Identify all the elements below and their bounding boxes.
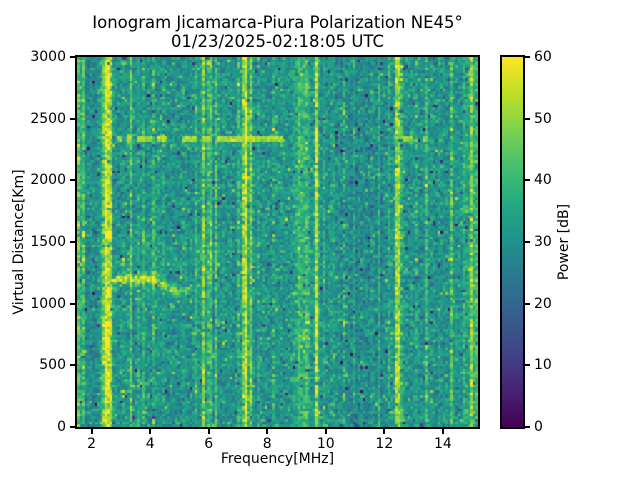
x-tick-mark (90, 429, 93, 434)
y-tick-label: 3000 (30, 49, 66, 65)
colorbar-tick-mark (525, 364, 530, 367)
y-tick-mark (70, 364, 75, 367)
colorbar-tick-label: 40 (534, 172, 552, 189)
ionogram-heatmap-canvas (77, 57, 478, 427)
colorbar-tick-mark (525, 117, 530, 120)
y-tick-mark (70, 426, 75, 428)
x-tick-label: 10 (316, 436, 335, 452)
chart-subtitle: 01/23/2025-02:18:05 UTC (170, 32, 385, 51)
colorbar-tick-mark (525, 426, 530, 428)
colorbar-tick-mark (525, 56, 530, 58)
x-tick-label: 2 (87, 436, 97, 452)
colorbar-tick-label: 30 (534, 234, 552, 250)
colorbar-tick-label: 50 (534, 110, 552, 127)
y-tick-mark (70, 56, 75, 58)
y-tick-label: 1500 (30, 234, 66, 250)
x-tick-label: 14 (433, 436, 452, 452)
x-tick-label: 6 (204, 436, 214, 452)
y-tick-mark (70, 117, 75, 120)
y-tick-label: 500 (39, 357, 66, 374)
x-tick-label: 12 (375, 436, 394, 452)
colorbar-gradient-canvas (502, 57, 523, 427)
x-tick-mark (266, 429, 269, 434)
y-tick-label: 1000 (30, 295, 66, 312)
x-tick-mark (383, 429, 386, 434)
plot-area (75, 55, 480, 429)
x-tick-mark (207, 429, 210, 434)
y-tick-label: 2500 (30, 110, 66, 127)
y-tick-label: 2000 (30, 172, 66, 189)
y-tick-mark (70, 179, 75, 182)
colorbar-tick-label: 20 (534, 295, 552, 312)
chart-title: Ionogram Jicamarca-Piura Polarization NE… (92, 13, 463, 32)
colorbar-tick-mark (525, 179, 530, 182)
colorbar (500, 55, 525, 429)
colorbar-tick-mark (525, 302, 530, 305)
y-tick-label: 0 (57, 419, 66, 435)
colorbar-tick-label: 10 (534, 357, 552, 374)
y-tick-mark (70, 241, 75, 243)
x-tick-label: 8 (262, 436, 272, 452)
x-axis-label: Frequency[MHz] (220, 451, 335, 467)
x-tick-mark (149, 429, 152, 434)
colorbar-tick-label: 60 (534, 49, 552, 65)
x-tick-mark (324, 429, 327, 434)
x-tick-label: 4 (145, 436, 155, 452)
y-tick-mark (70, 302, 75, 305)
x-tick-mark (441, 429, 444, 434)
colorbar-tick-mark (525, 241, 530, 243)
colorbar-tick-label: 0 (534, 419, 543, 435)
